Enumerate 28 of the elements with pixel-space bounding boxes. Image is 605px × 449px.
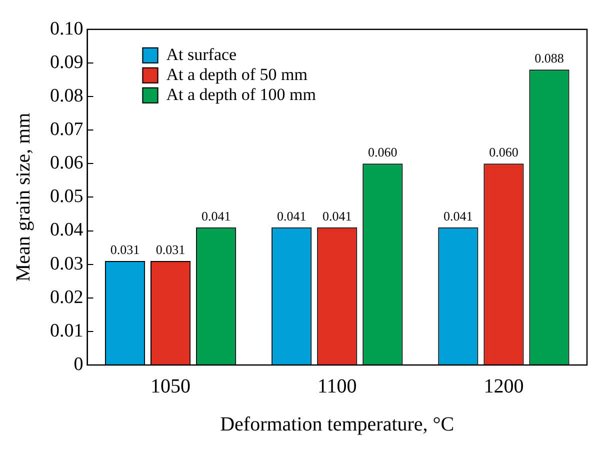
- x-tick-label: 1050: [150, 375, 191, 398]
- y-tick-label: 0.06: [50, 152, 84, 174]
- x-axis-title: Deformation temperature, °C: [220, 413, 454, 436]
- legend-label: At a depth of 100 mm: [166, 84, 316, 104]
- data-label: 0.031: [156, 242, 186, 257]
- data-label: 0.041: [444, 208, 473, 224]
- y-tick-label: 0.05: [50, 186, 84, 208]
- y-axis-title: Mean grain size, mm: [12, 112, 34, 282]
- legend-label: At a depth of 50 mm: [166, 64, 308, 84]
- data-label: 0.041: [322, 208, 352, 224]
- x-tick-label: 1100: [317, 375, 357, 398]
- y-tick-label: 0.03: [50, 253, 84, 274]
- data-label: 0.041: [201, 208, 231, 224]
- y-tick-label: 0.01: [50, 320, 84, 342]
- legend-label: At surface: [166, 44, 237, 64]
- y-tick-label: 0.04: [50, 220, 84, 241]
- data-label: 0.041: [276, 208, 306, 224]
- y-tick-label: 0.09: [50, 52, 84, 73]
- y-tick-label: 0.02: [50, 286, 84, 308]
- data-label: 0.031: [110, 242, 140, 257]
- y-tick-label: 0.08: [50, 86, 84, 107]
- x-tick-label: 1200: [484, 375, 524, 398]
- y-tick-label: 0: [74, 354, 84, 375]
- data-label: 0.060: [368, 144, 398, 160]
- data-label: 0.088: [534, 50, 564, 66]
- y-tick-label: 0.07: [50, 119, 84, 140]
- y-tick-label: 0.10: [50, 18, 84, 40]
- data-label: 0.060: [489, 144, 518, 160]
